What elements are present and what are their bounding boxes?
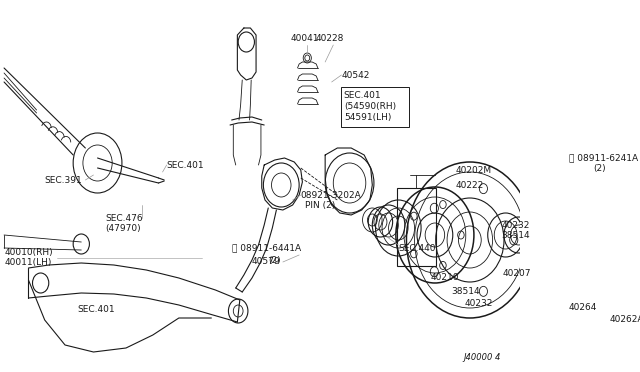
Text: (2): (2) — [268, 256, 281, 264]
Text: 40264: 40264 — [569, 304, 597, 312]
Text: 40579: 40579 — [252, 257, 280, 266]
Text: ⓝ 08911-6241A: ⓝ 08911-6241A — [569, 154, 638, 163]
Text: 40232: 40232 — [502, 221, 530, 230]
Text: 40207: 40207 — [502, 269, 531, 278]
Text: 40228: 40228 — [316, 33, 344, 42]
Text: 40232: 40232 — [465, 298, 493, 308]
Text: (47970): (47970) — [106, 224, 141, 232]
Text: SEC.401: SEC.401 — [166, 160, 204, 170]
Text: SEC.476: SEC.476 — [106, 214, 143, 222]
Text: (2): (2) — [593, 164, 606, 173]
Text: (54590(RH): (54590(RH) — [344, 102, 396, 110]
Text: 40202M: 40202M — [455, 166, 492, 174]
Text: 08921-3202A: 08921-3202A — [301, 190, 362, 199]
Text: SEC.401: SEC.401 — [77, 305, 115, 314]
Text: 38514: 38514 — [451, 288, 480, 296]
Text: 40262A: 40262A — [610, 315, 640, 324]
Text: 40010(RH): 40010(RH) — [4, 248, 52, 257]
Text: SEC.391: SEC.391 — [45, 176, 83, 185]
Text: ⓝ 08911-6441A: ⓝ 08911-6441A — [232, 244, 301, 253]
Text: 38514: 38514 — [502, 231, 530, 240]
Text: 54591(LH): 54591(LH) — [344, 112, 391, 122]
Text: 40222: 40222 — [455, 180, 483, 189]
Text: 40210: 40210 — [431, 273, 460, 282]
Text: 40041: 40041 — [291, 33, 319, 42]
Text: 40542: 40542 — [341, 71, 370, 80]
Text: PIN (2): PIN (2) — [305, 201, 335, 209]
Text: 40011(LH): 40011(LH) — [4, 259, 51, 267]
Text: SEC.401: SEC.401 — [344, 90, 381, 99]
Text: SEC.440: SEC.440 — [398, 244, 436, 253]
Text: J40000 4: J40000 4 — [463, 353, 500, 362]
